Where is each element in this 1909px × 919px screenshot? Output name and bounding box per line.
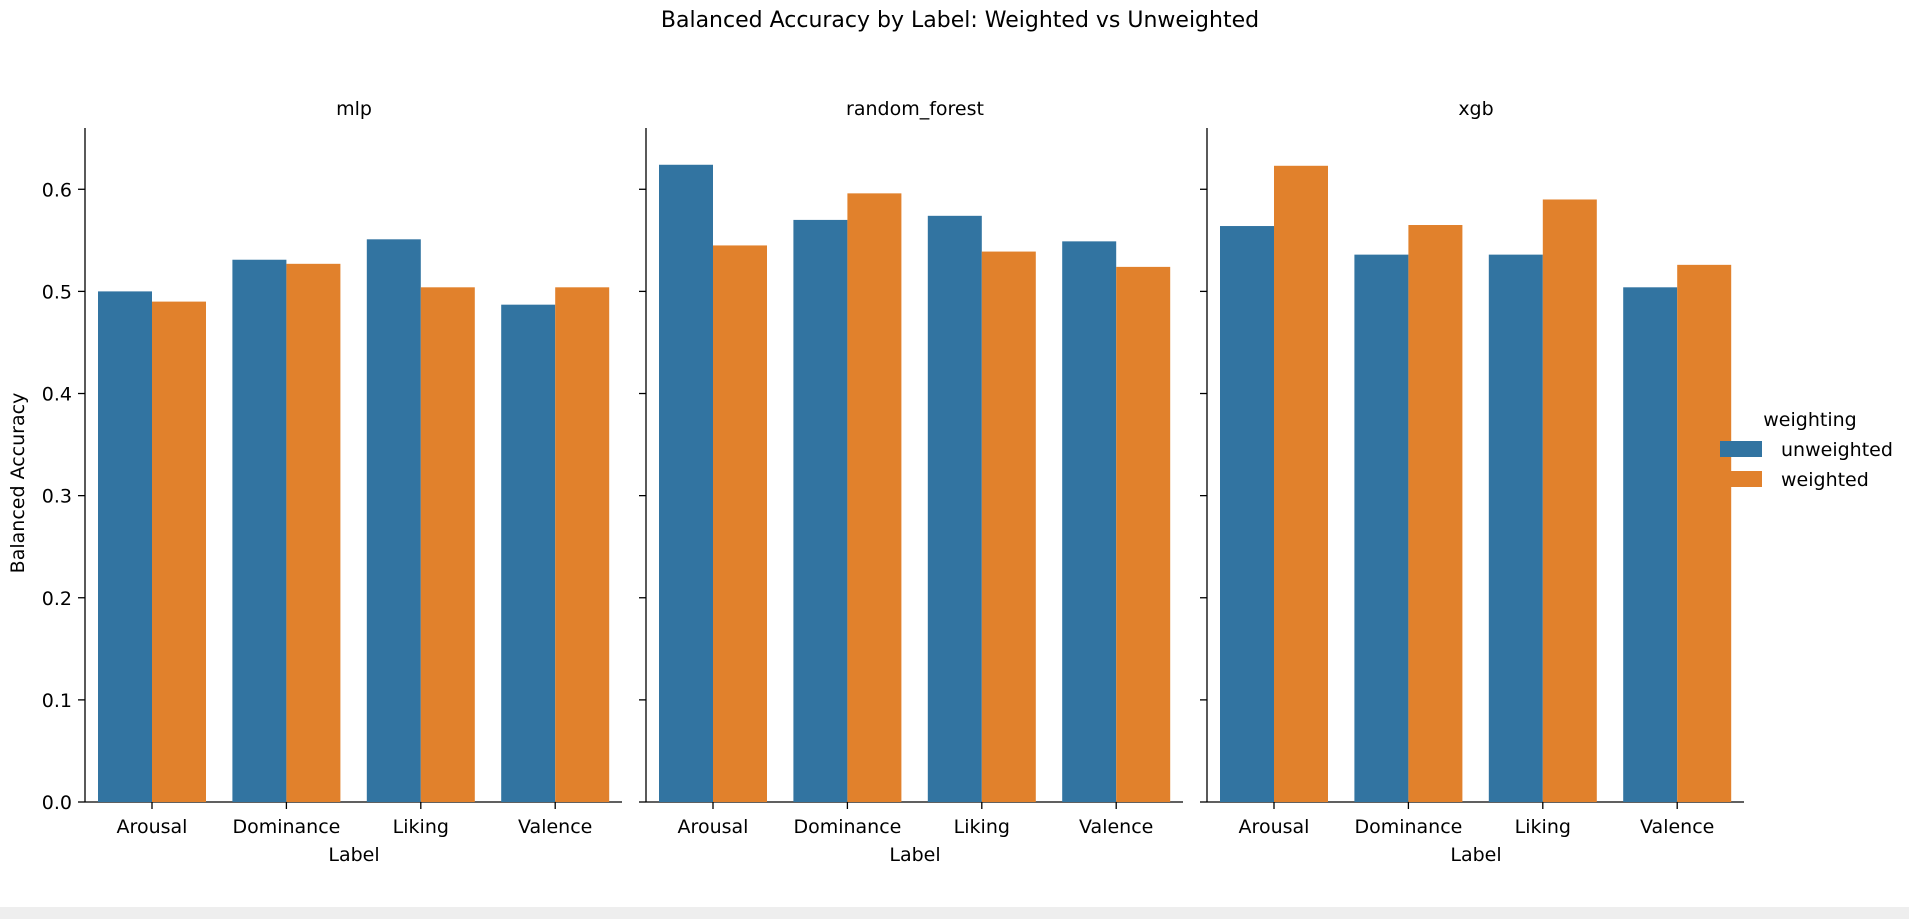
- bar-weighted-valence: [1677, 264, 1732, 803]
- x-tick-label: Dominance: [1354, 816, 1462, 838]
- bar-weighted-arousal: [1274, 165, 1328, 802]
- bar-unweighted-arousal: [1220, 226, 1274, 802]
- x-tick-label: Arousal: [1239, 816, 1310, 838]
- panel-random-forest: random_forest Arousal Dominance Liking Valen…: [639, 98, 1183, 866]
- x-axis-label: Label: [889, 844, 940, 866]
- bar-unweighted-liking: [366, 239, 421, 802]
- panel-title: random_forest: [846, 98, 984, 120]
- x-axis-label: Label: [328, 844, 379, 866]
- bar-unweighted-liking: [927, 215, 982, 803]
- y-tick-label: 0.3: [42, 486, 72, 508]
- legend-title: weighting: [1763, 409, 1856, 431]
- panel-xgb: xgb Arousal Dominance Liking Valence Label: [1200, 98, 1744, 866]
- panel-mlp: mlp 0.0 0.1 0.2 0.3 0.4 0.5 0.6 Arousal Dominance…: [42, 98, 622, 866]
- bar-weighted-arousal: [713, 245, 767, 802]
- y-axis-label: Balanced Accuracy: [7, 393, 29, 574]
- x-tick-label: Liking: [954, 816, 1010, 838]
- x-tick-label: Valence: [518, 816, 592, 838]
- bar-weighted-liking: [420, 287, 475, 802]
- x-axis-label: Label: [1450, 844, 1501, 866]
- bar-weighted-liking: [981, 251, 1036, 803]
- bar-unweighted-dominance: [1354, 254, 1409, 802]
- bar-unweighted-liking: [1488, 254, 1543, 802]
- bar-weighted-valence: [1116, 266, 1171, 802]
- y-tick-label: 0.1: [42, 690, 72, 712]
- x-tick-label: Arousal: [678, 816, 749, 838]
- bar-unweighted-arousal: [659, 164, 713, 802]
- x-tick-label: Arousal: [117, 816, 188, 838]
- legend-label-unweighted: unweighted: [1781, 439, 1893, 461]
- x-tick-label: Liking: [393, 816, 449, 838]
- bar-weighted-liking: [1542, 199, 1597, 802]
- y-tick-label: 0.6: [42, 179, 72, 201]
- bar-unweighted-dominance: [793, 219, 848, 803]
- bar-weighted-dominance: [1408, 225, 1463, 803]
- bar-unweighted-arousal: [98, 291, 152, 802]
- legend: weighting unweighted weighted: [1720, 409, 1893, 491]
- bar-unweighted-valence: [1623, 287, 1678, 802]
- bar-unweighted-dominance: [232, 259, 287, 803]
- footer-strip: [0, 907, 1909, 919]
- x-tick-label: Valence: [1640, 816, 1714, 838]
- bar-weighted-valence: [555, 287, 610, 802]
- y-tick-label: 0.4: [42, 384, 72, 406]
- bar-weighted-dominance: [847, 193, 902, 803]
- chart-title: Balanced Accuracy by Label: Weighted vs …: [661, 8, 1259, 33]
- panel-title: mlp: [336, 98, 372, 120]
- bar-unweighted-valence: [1062, 241, 1117, 802]
- x-tick-label: Dominance: [232, 816, 340, 838]
- y-tick-label: 0.2: [42, 588, 72, 610]
- bar-weighted-arousal: [152, 301, 206, 802]
- x-tick-label: Liking: [1515, 816, 1571, 838]
- x-tick-label: Valence: [1079, 816, 1153, 838]
- legend-label-weighted: weighted: [1781, 469, 1869, 491]
- y-tick-label: 0.0: [42, 792, 72, 814]
- legend-swatch-weighted: [1720, 471, 1762, 487]
- panels-group: mlp 0.0 0.1 0.2 0.3 0.4 0.5 0.6 Arousal Dominance…: [42, 98, 1744, 866]
- panel-title: xgb: [1458, 98, 1493, 120]
- x-tick-label: Dominance: [793, 816, 901, 838]
- bar-unweighted-valence: [501, 304, 556, 802]
- legend-swatch-unweighted: [1720, 441, 1762, 457]
- y-tick-label: 0.5: [42, 281, 72, 303]
- bar-weighted-dominance: [286, 263, 341, 803]
